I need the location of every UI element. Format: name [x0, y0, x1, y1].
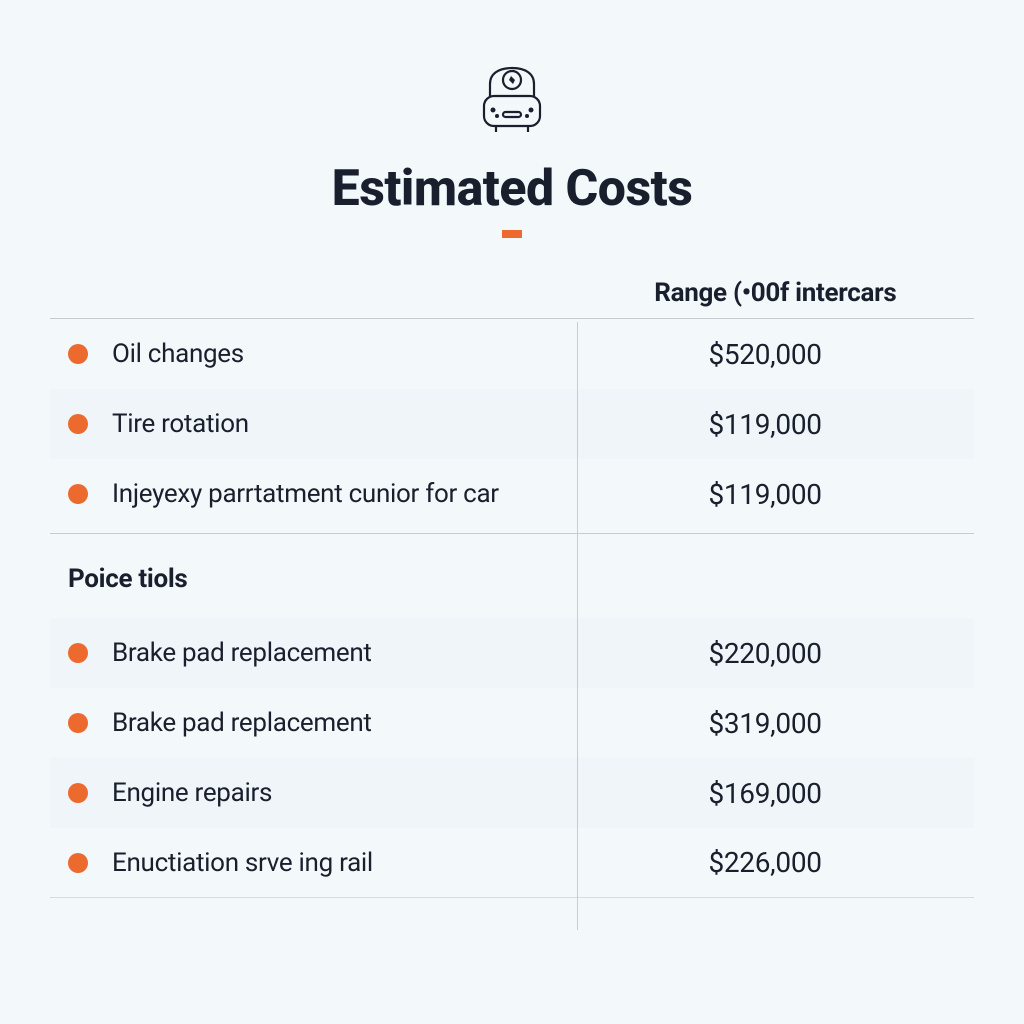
- table-row: Engine repairs $169,000: [50, 758, 974, 828]
- bullet-icon: [68, 344, 88, 364]
- row-value: $319,000: [574, 707, 956, 740]
- row-value: $119,000: [574, 478, 956, 511]
- table-row: Injeyexy parrtatment cunior for car $119…: [50, 459, 974, 529]
- bullet-icon: [68, 643, 88, 663]
- row-value: $119,000: [574, 408, 956, 441]
- page-title: Estimated Costs: [50, 160, 974, 218]
- table-row: Tire rotation $119,000: [50, 389, 974, 459]
- column-header-range: Range (•00f intercars: [577, 278, 974, 308]
- bullet-icon: [68, 484, 88, 504]
- column-divider: [577, 540, 579, 930]
- row-value: $520,000: [574, 338, 956, 371]
- table-row: Oil changes $520,000: [50, 319, 974, 389]
- row-label: Oil changes: [112, 339, 574, 369]
- row-value: $169,000: [574, 777, 956, 810]
- table-row: Enuctiation srve ing rail $226,000: [50, 828, 974, 898]
- section-header: Poice tiols: [50, 534, 974, 618]
- accent-bar: [502, 230, 522, 238]
- row-value: $226,000: [574, 846, 956, 879]
- row-label: Engine repairs: [112, 778, 574, 808]
- row-label: Brake pad replacement: [112, 708, 574, 738]
- row-label: Injeyexy parrtatment cunior for car: [112, 479, 574, 509]
- table-row: Brake pad replacement $220,000: [50, 618, 974, 688]
- row-label: Brake pad replacement: [112, 638, 574, 668]
- cost-table: Range (•00f intercars Oil changes $520,0…: [50, 278, 974, 898]
- bullet-icon: [68, 414, 88, 434]
- bullet-icon: [68, 783, 88, 803]
- row-label: Tire rotation: [112, 409, 574, 439]
- bullet-icon: [68, 713, 88, 733]
- car-icon-wrap: [50, 50, 974, 140]
- row-label: Enuctiation srve ing rail: [112, 848, 574, 878]
- column-divider: [577, 322, 579, 540]
- car-service-icon: [462, 50, 562, 140]
- table-row: Brake pad replacement $319,000: [50, 688, 974, 758]
- row-value: $220,000: [574, 637, 956, 670]
- cost-table-container: Estimated Costs Range (•00f intercars Oi…: [50, 50, 974, 898]
- bullet-icon: [68, 853, 88, 873]
- table-header-row: Range (•00f intercars: [50, 278, 974, 319]
